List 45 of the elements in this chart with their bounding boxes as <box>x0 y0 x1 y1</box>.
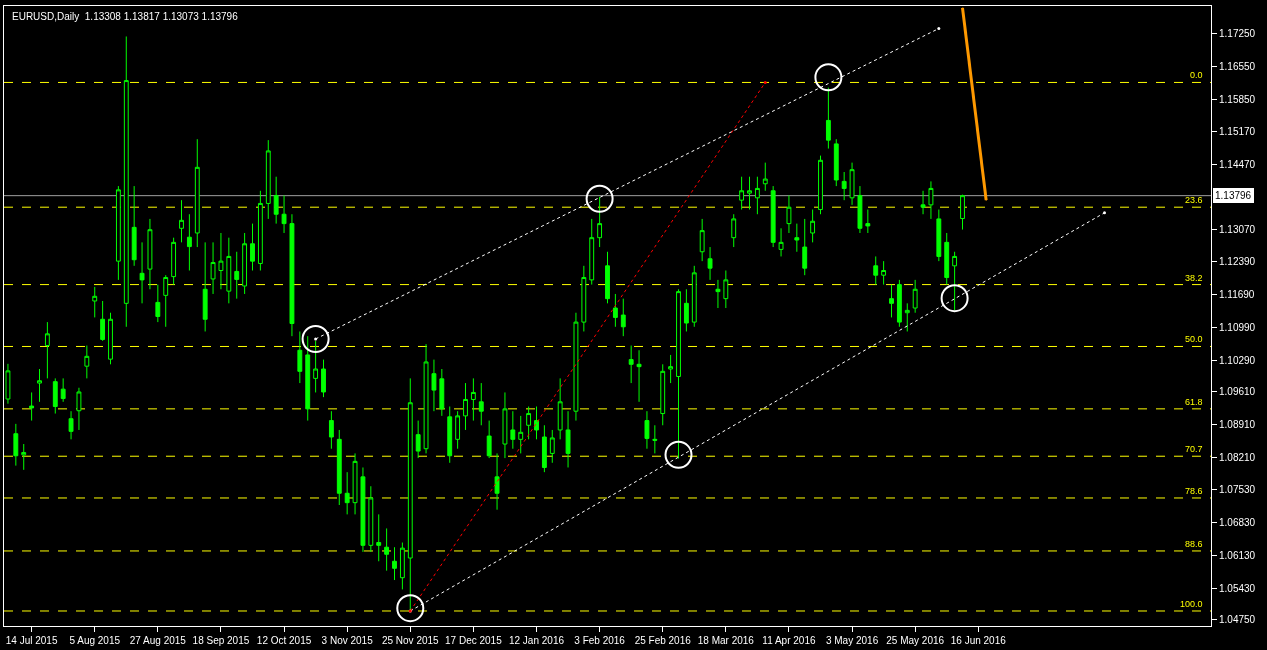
annotation: 0.0 <box>1190 70 1203 80</box>
x-tick-label: 3 Feb 2016 <box>574 635 626 646</box>
annotation: 100.0 <box>1180 599 1203 609</box>
annotation: 70.7 <box>1185 444 1203 454</box>
x-tick-label: 12 Jan 2016 <box>508 635 565 646</box>
x-tick-label: 5 Aug 2015 <box>69 635 121 646</box>
y-tick-label: 1.07530 <box>1219 484 1256 496</box>
y-tick-label: 1.06130 <box>1219 549 1256 561</box>
annotation: 23.6 <box>1185 195 1203 205</box>
y-tick-label: 1.17250 <box>1219 28 1256 40</box>
y-tick-label: 1.13070 <box>1219 224 1256 236</box>
y-tick-label: 1.16550 <box>1219 61 1256 72</box>
y-tick-label: 1.04750 <box>1219 614 1256 626</box>
x-tick-label: 14 Jul 2015 <box>5 635 58 646</box>
y-tick-label: 1.10290 <box>1219 354 1256 366</box>
annotation: 50.0 <box>1185 334 1203 344</box>
y-tick-label: 1.05430 <box>1219 582 1256 594</box>
x-tick-label: 25 Nov 2015 <box>381 635 440 646</box>
x-tick-label: 11 Apr 2016 <box>762 635 816 646</box>
y-tick-label: 1.06830 <box>1219 516 1256 528</box>
annotation: 38.2 <box>1185 273 1203 283</box>
annotation: 78.6 <box>1185 486 1203 496</box>
y-tick-label: 1.15170 <box>1219 125 1256 137</box>
ref-line-label: 1.13796 <box>1215 190 1252 201</box>
annotation: 61.8 <box>1185 397 1203 407</box>
y-tick-label: 1.14470 <box>1219 158 1256 170</box>
x-tick-label: 18 Mar 2016 <box>697 635 755 646</box>
y-tick-label: 1.10990 <box>1219 321 1256 333</box>
x-tick-label: 16 Jun 2016 <box>950 635 1007 646</box>
x-tick-label: 3 May 2016 <box>825 635 879 646</box>
text: EURUSD,Daily 1.13308 1.13817 1.13073 1.13796 <box>12 11 239 22</box>
y-tick-label: 1.12390 <box>1219 256 1256 268</box>
y-tick-label: 1.15850 <box>1219 93 1256 105</box>
y-tick-label: 1.08210 <box>1219 452 1256 464</box>
x-tick-label: 12 Oct 2015 <box>256 635 312 646</box>
x-tick-label: 3 Nov 2015 <box>321 635 374 646</box>
y-tick-label: 1.09610 <box>1219 386 1256 398</box>
x-tick-label: 25 Feb 2016 <box>634 635 692 646</box>
x-tick-label: 27 Aug 2015 <box>129 635 187 646</box>
x-tick-label: 25 May 2016 <box>886 635 945 646</box>
y-tick-label: 1.11690 <box>1219 288 1255 300</box>
x-tick-label: 18 Sep 2015 <box>192 635 250 646</box>
annotation: 88.6 <box>1185 539 1203 549</box>
x-tick-label: 17 Dec 2015 <box>445 635 503 646</box>
y-tick-label: 1.08910 <box>1219 419 1256 431</box>
